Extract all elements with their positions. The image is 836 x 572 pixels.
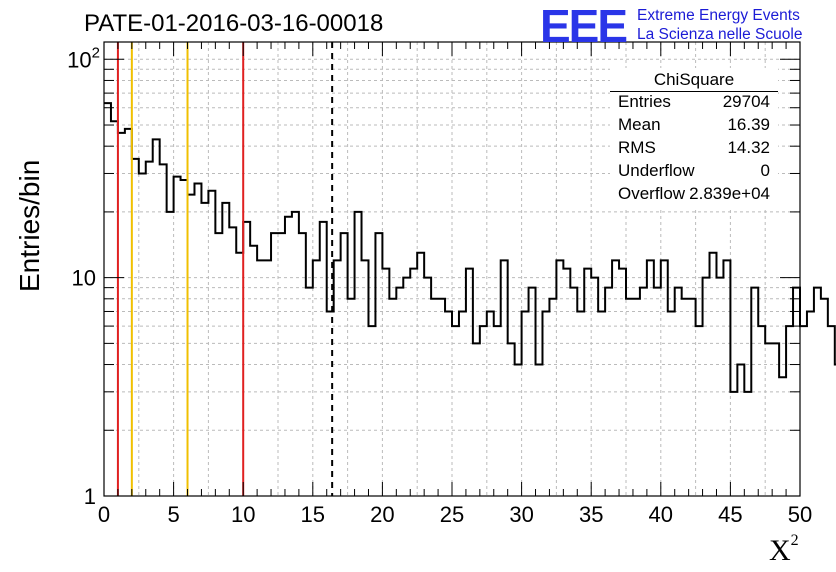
marker-lines	[116, 42, 334, 496]
x-tick-label: 25	[440, 502, 464, 527]
stats-key: Entries	[618, 92, 671, 111]
stats-key: Mean	[618, 115, 661, 134]
stats-value: 29704	[722, 92, 770, 111]
x-tick-label: 50	[788, 502, 812, 527]
y-axis-label: Entries/bin	[14, 159, 45, 292]
logo-line-2: La Scienza nelle Scuole	[637, 26, 803, 43]
x-tick-label: 20	[370, 502, 394, 527]
eee-logo-text: EEE	[540, 0, 628, 52]
stats-title: ChiSquare	[653, 70, 735, 89]
tick-labels: 0 5 10 15 20 25 30 35 40 45 50 1 10 102	[67, 44, 812, 527]
chart-title: PATE-01-2016-03-16-00018	[84, 10, 384, 37]
stats-divider	[610, 91, 778, 92]
x-tick-label: 30	[509, 502, 533, 527]
grid	[103, 42, 801, 497]
stats-value: 14.32	[727, 138, 770, 157]
x-axis-label-superscript: 2	[790, 532, 799, 549]
y-tick-label: 10	[72, 266, 96, 291]
axes	[103, 41, 801, 497]
stats-key: Overflow	[618, 184, 686, 203]
stats-row-mean: Mean 16.39	[618, 115, 770, 137]
stats-key: RMS	[618, 138, 656, 157]
stats-box: ChiSquare Entries 29704 Mean 16.39 RMS 1…	[610, 68, 778, 208]
x-tick-label: 0	[98, 502, 110, 527]
x-tick-label: 10	[231, 502, 255, 527]
x-tick-label: 40	[649, 502, 673, 527]
stats-value: 16.39	[727, 115, 770, 134]
y-tick-label: 1	[84, 484, 96, 509]
x-axis-label: X2	[769, 532, 799, 568]
histogram	[104, 102, 836, 393]
stats-value: 2.839e+04	[689, 184, 770, 203]
x-axis-label-base: X	[769, 534, 791, 567]
histogram-step	[104, 102, 836, 393]
stats-key: Underflow	[618, 161, 695, 180]
stats-row-overflow: Overflow 2.839e+04	[618, 184, 770, 206]
stats-row-entries: Entries 29704	[618, 92, 770, 114]
y-tick-label: 102	[67, 44, 100, 72]
x-tick-label: 35	[579, 502, 603, 527]
x-tick-label: 15	[301, 502, 325, 527]
x-tick-label: 45	[718, 502, 742, 527]
logo-line-1: Extreme Energy Events	[637, 7, 800, 24]
stats-row-underflow: Underflow 0	[618, 161, 770, 183]
stats-value: 0	[760, 161, 770, 180]
stats-row-rms: RMS 14.32	[618, 138, 770, 160]
x-tick-label: 5	[167, 502, 179, 527]
